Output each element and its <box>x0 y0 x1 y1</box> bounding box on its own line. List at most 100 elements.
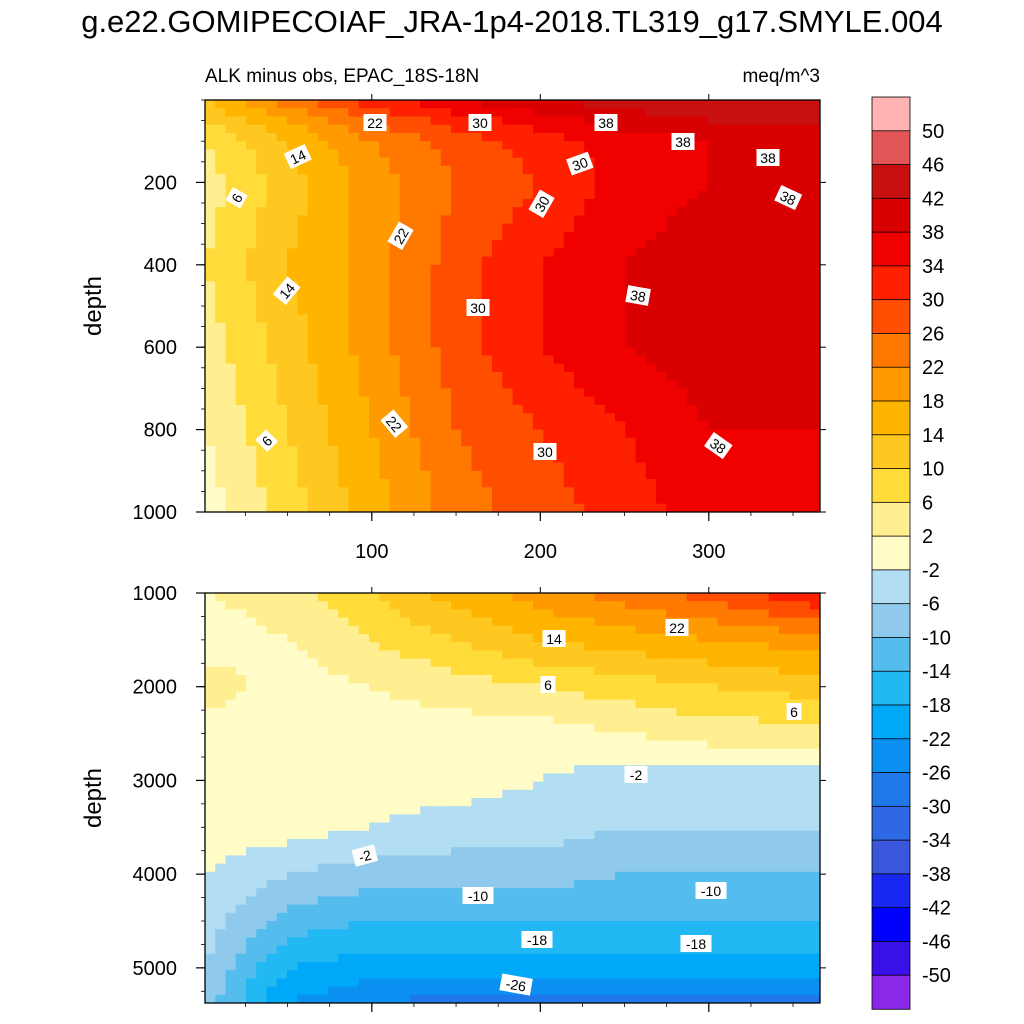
upper-panel-cell <box>717 470 729 480</box>
lower-panel-cell <box>727 642 739 651</box>
upper-panel-cell <box>430 487 442 497</box>
upper-panel-cell <box>256 165 268 175</box>
lower-panel-cell <box>676 830 688 840</box>
lower-panel-cell <box>604 814 616 824</box>
lower-panel-cell <box>471 765 483 774</box>
upper-panel-cell <box>379 248 391 258</box>
upper-panel-cell <box>625 108 637 118</box>
upper-panel-cell <box>553 413 565 422</box>
upper-panel-cell <box>563 273 575 282</box>
lower-panel-cell <box>789 740 801 750</box>
upper-panel-cell <box>604 314 616 324</box>
upper-panel-cell <box>205 248 216 258</box>
lower-panel-cell <box>297 830 309 840</box>
upper-panel-cell <box>748 165 760 175</box>
lower-panel-cell <box>471 707 483 717</box>
upper-panel-cell <box>430 429 442 439</box>
upper-panel-cell <box>502 215 514 225</box>
lower-panel-cell <box>205 666 216 676</box>
lower-panel-cell <box>574 650 585 660</box>
lower-panel-cell <box>481 675 493 684</box>
upper-panel-cell <box>799 190 811 200</box>
upper-panel-cell <box>205 446 216 455</box>
upper-panel-cell <box>297 240 309 249</box>
upper-panel-cell <box>727 264 739 274</box>
upper-panel-cell <box>717 100 729 109</box>
lower-panel-cell <box>410 683 421 692</box>
lower-panel-cell <box>645 642 657 651</box>
lower-panel-cell <box>656 765 667 774</box>
lower-panel-cell <box>584 691 596 701</box>
lower-panel-cell <box>358 830 370 840</box>
lower-panel-cell <box>492 658 503 668</box>
upper-panel-cell <box>369 273 380 282</box>
upper-panel-cell <box>492 355 503 365</box>
upper-panel-cell <box>717 322 729 332</box>
upper-panel-cell <box>512 165 524 175</box>
upper-panel-cell <box>543 240 555 249</box>
lower-panel-cell <box>717 666 729 676</box>
upper-panel-cell <box>246 190 257 200</box>
lower-panel-cell <box>574 765 585 774</box>
lower-panel-cell <box>574 789 585 799</box>
upper-panel-cell <box>256 355 268 365</box>
upper-panel-cell <box>492 231 503 241</box>
lower-panel-cell <box>758 789 770 799</box>
upper-panel-cell <box>451 306 462 315</box>
upper-panel-cell <box>369 240 380 249</box>
lower-panel-cell <box>338 748 350 758</box>
upper-panel-cell <box>543 100 555 109</box>
upper-panel-cell <box>481 215 493 225</box>
upper-panel-cell <box>389 215 401 225</box>
lower-panel-cell <box>676 765 688 774</box>
upper-panel-cell <box>205 297 216 307</box>
lower-panel-cell <box>604 781 616 791</box>
upper-panel-cell <box>276 413 288 422</box>
lower-panel-cell <box>707 601 719 610</box>
lower-panel-cell <box>656 666 667 676</box>
upper-panel-cell <box>235 108 247 118</box>
upper-panel-cell <box>215 223 227 233</box>
upper-panel-cell <box>502 446 514 455</box>
upper-panel-cell <box>246 297 257 307</box>
upper-panel-cell <box>420 454 432 464</box>
contour-label: 14 <box>272 276 301 305</box>
upper-panel-cell <box>389 182 401 192</box>
lower-panel-cell <box>522 675 534 684</box>
lower-panel-cell <box>584 617 596 627</box>
lower-panel-cell <box>297 814 309 824</box>
upper-panel-cell <box>440 297 452 307</box>
upper-panel-cell <box>738 314 749 324</box>
lower-panel-cell <box>307 683 319 692</box>
lower-panel-cell <box>358 839 370 848</box>
upper-panel-cell <box>809 462 820 472</box>
upper-panel-cell <box>205 264 216 274</box>
upper-panel-cell <box>809 404 820 414</box>
upper-panel-cell <box>461 388 473 398</box>
upper-panel-cell <box>492 479 503 488</box>
upper-panel-cell <box>369 462 380 472</box>
upper-panel-cell <box>276 380 288 389</box>
lower-panel-cell <box>451 699 462 709</box>
upper-panel-cell <box>348 487 360 497</box>
upper-panel-cell <box>738 306 749 315</box>
lower-panel-cell <box>697 757 708 766</box>
upper-panel-cell <box>553 240 565 249</box>
upper-panel-cell <box>686 429 698 439</box>
lower-panel-cell <box>543 789 555 799</box>
upper-panel-cell <box>563 231 575 241</box>
upper-panel-cell <box>471 454 483 464</box>
upper-panel-cell <box>779 363 790 373</box>
upper-panel-cell <box>809 132 820 142</box>
upper-panel-cell <box>717 190 729 200</box>
lower-panel-cell <box>410 691 421 701</box>
lower-panel-cell <box>379 642 391 651</box>
upper-panel-cell <box>697 231 708 241</box>
lower-panel-cell <box>225 748 237 758</box>
lower-panel-cell <box>686 666 698 676</box>
lower-panel-cell <box>430 625 442 635</box>
upper-panel-cell <box>574 363 585 373</box>
lower-panel-cell <box>246 601 257 610</box>
upper-panel-cell <box>738 380 749 389</box>
lower-panel-cell <box>779 773 790 783</box>
